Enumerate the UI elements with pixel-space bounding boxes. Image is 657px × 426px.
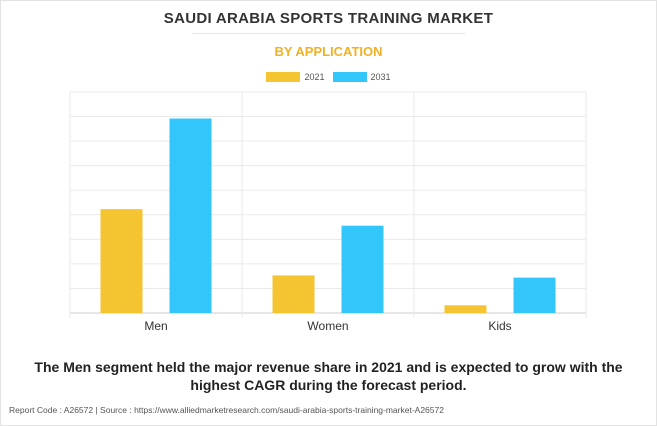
legend-item-2031[interactable]: 2031 — [332, 72, 391, 82]
legend-label-2031: 2031 — [370, 72, 391, 82]
x-tick-label: Women — [307, 319, 348, 333]
bar-women-2031 — [341, 225, 384, 313]
chart-title: SAUDI ARABIA SPORTS TRAINING MARKET — [163, 10, 494, 27]
chart-subtitle: BY APPLICATION — [274, 44, 383, 59]
legend-item-2021[interactable]: 2021 — [266, 72, 325, 82]
bar-men-2021 — [100, 209, 143, 313]
source-footer: Report Code : A26572 | Source : https://… — [9, 405, 444, 415]
legend: 2021 2031 — [0, 72, 657, 82]
bar-kids-2021 — [444, 305, 487, 313]
chart-caption: The Men segment held the major revenue s… — [34, 359, 623, 393]
legend-label-2021: 2021 — [304, 72, 325, 82]
bar-men-2031 — [169, 118, 212, 314]
bar-chart: Men Women Kids — [69, 91, 587, 333]
x-tick-label: Kids — [488, 319, 511, 333]
x-tick-label: Men — [144, 319, 167, 333]
title-divider — [192, 33, 465, 34]
bar-kids-2031 — [513, 277, 556, 313]
legend-swatch-2031 — [332, 72, 367, 82]
bar-women-2021 — [272, 275, 315, 313]
legend-swatch-2021 — [266, 72, 301, 82]
